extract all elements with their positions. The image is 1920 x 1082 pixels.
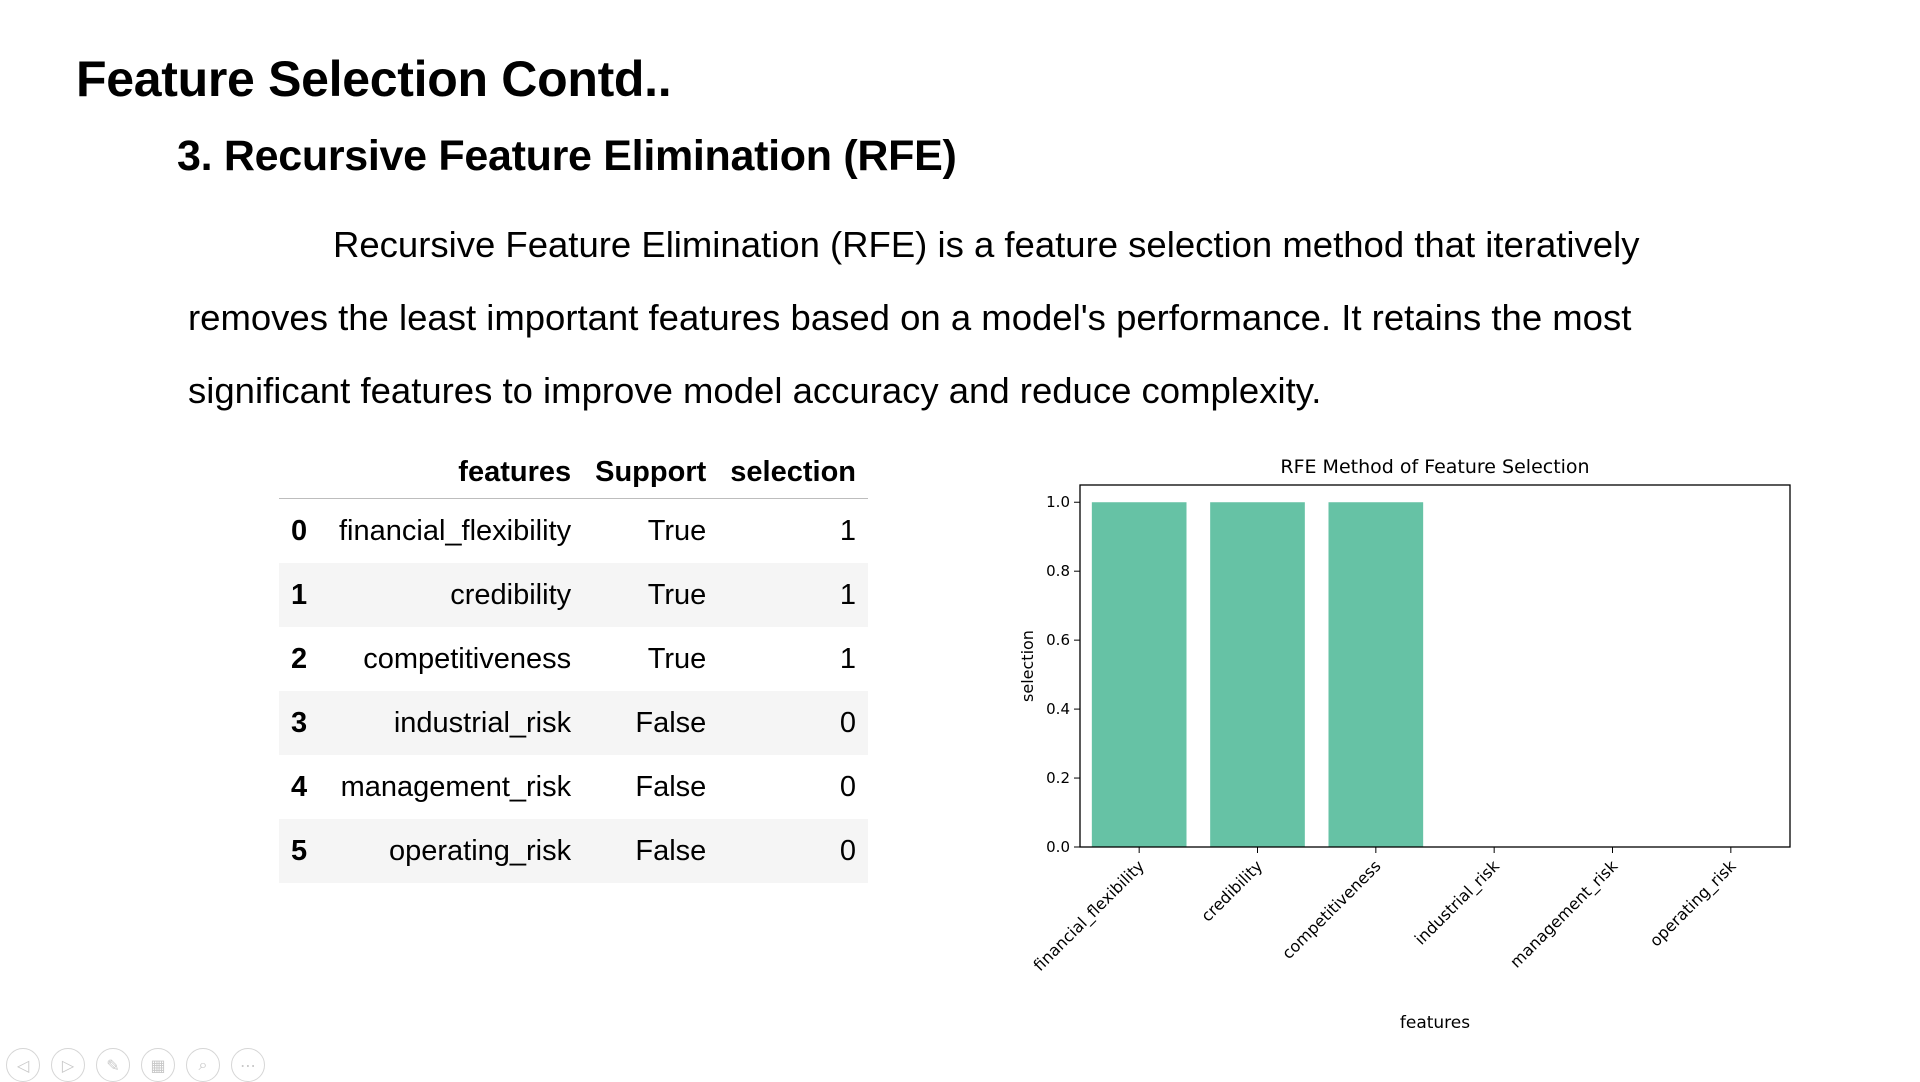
table-row: 1 credibility True 1 — [279, 563, 868, 627]
x-tick-label: industrial_risk — [1411, 856, 1504, 949]
chart-bar — [1091, 502, 1187, 847]
slideshow-toolbar: ◁ ▷ ✎ ▦ ⌕ ⋯ — [6, 1048, 265, 1082]
x-tick-label: competitiveness — [1278, 856, 1384, 962]
feature-cell: management_risk — [340, 770, 572, 803]
slide-subtitle: 3. Recursive Feature Elimination (RFE) — [177, 132, 957, 180]
selection-cell: 0 — [718, 819, 868, 883]
y-tick-label: 0.6 — [1046, 631, 1070, 649]
pen-icon[interactable]: ✎ — [96, 1048, 130, 1082]
table-row: 5 operating_risk False 0 — [279, 819, 868, 883]
more-options-icon[interactable]: ⋯ — [231, 1048, 265, 1082]
table-header-support: Support — [583, 446, 719, 499]
x-tick-label: operating_risk — [1646, 856, 1741, 951]
table-row: 0 financial_flexibility True 1 — [279, 499, 868, 564]
x-tick-label: management_risk — [1506, 856, 1622, 972]
y-tick-label: 1.0 — [1046, 493, 1070, 511]
plot-frame — [1079, 484, 1791, 848]
support-cell: True — [647, 642, 707, 675]
paragraph-line: significant features to improve model ac… — [188, 370, 1322, 411]
chart-title: RFE Method of Feature Selection — [1280, 456, 1589, 478]
feature-cell: financial_flexibility — [339, 514, 572, 547]
row-index: 4 — [291, 770, 308, 803]
rfe-results-table: features Support selection 0 financial_f… — [279, 446, 868, 883]
previous-slide-icon[interactable]: ◁ — [6, 1048, 40, 1082]
rfe-bar-chart: RFE Method of Feature Selection financial… — [1018, 456, 1791, 1030]
selection-cell: 1 — [839, 642, 856, 675]
paragraph-line: removes the least important features bas… — [188, 297, 1632, 338]
y-tick-label: 0.4 — [1046, 700, 1070, 718]
x-tick-label: financial_flexibility — [1030, 856, 1149, 975]
table-header-selection: selection — [718, 446, 868, 499]
selection-cell: 0 — [839, 770, 856, 803]
row-index: 0 — [291, 514, 308, 547]
y-axis-label: selection — [1018, 630, 1037, 702]
support-cell: False — [583, 691, 719, 755]
slide-title: Feature Selection Contd.. — [76, 51, 672, 107]
chart-bar — [1210, 502, 1305, 847]
description-paragraph: Recursive Feature Elimination (RFE) is a… — [188, 208, 1728, 427]
support-cell: True — [583, 563, 719, 627]
row-index: 5 — [279, 819, 327, 883]
row-index: 1 — [279, 563, 327, 627]
selection-cell: 0 — [718, 691, 868, 755]
row-index: 2 — [291, 642, 308, 675]
y-tick-label: 0.0 — [1046, 838, 1070, 856]
table-row: 4 management_risk False 0 — [279, 755, 868, 819]
y-tick-label: 0.2 — [1046, 769, 1070, 787]
table-header-row: features Support selection — [279, 446, 868, 499]
x-axis-label: features — [1400, 1013, 1470, 1030]
x-tick-label: credibility — [1197, 856, 1266, 925]
table-header-features: features — [327, 446, 584, 499]
zoom-icon[interactable]: ⌕ — [186, 1048, 220, 1082]
support-cell: True — [647, 514, 707, 547]
table-row: 3 industrial_risk False 0 — [279, 691, 868, 755]
y-tick-label: 0.8 — [1046, 562, 1070, 580]
feature-cell: industrial_risk — [327, 691, 584, 755]
next-slide-icon[interactable]: ▷ — [51, 1048, 85, 1082]
selection-cell: 1 — [718, 563, 868, 627]
support-cell: False — [635, 770, 707, 803]
row-index: 3 — [279, 691, 327, 755]
feature-cell: credibility — [327, 563, 584, 627]
feature-cell: competitiveness — [363, 642, 572, 675]
table-row: 2 competitiveness True 1 — [279, 627, 868, 691]
feature-cell: operating_risk — [327, 819, 584, 883]
slides-grid-icon[interactable]: ▦ — [141, 1048, 175, 1082]
support-cell: False — [583, 819, 719, 883]
selection-cell: 1 — [839, 514, 856, 547]
paragraph-line: Recursive Feature Elimination (RFE) is a… — [333, 224, 1640, 265]
chart-bar — [1328, 502, 1424, 847]
table-header-index — [279, 446, 327, 499]
